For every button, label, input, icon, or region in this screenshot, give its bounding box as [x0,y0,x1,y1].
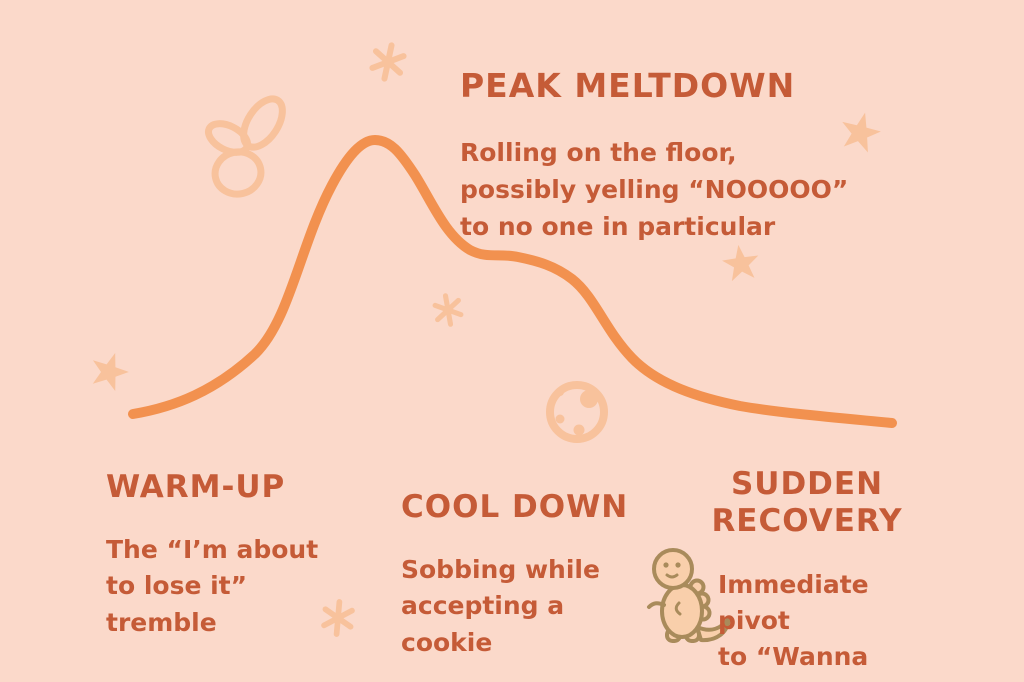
stage-sudden-recovery: SUDDEN RECOVERY Immediate pivot to “Wann… [698,447,916,682]
stage-title: SUDDEN RECOVERY [711,466,903,539]
butterfly-icon [205,95,286,198]
stage-description: The “I’m about to lose it” tremble [106,534,319,637]
tantrum-curve [128,134,897,428]
sparkle-stars [92,42,881,637]
sparkle-icon [369,42,407,82]
stage-warm-up: WARM-UP The “I’m about to lose it” tremb… [106,450,318,660]
stage-description: Rolling on the floor, possibly yelling “… [460,137,849,241]
stage-title: WARM-UP [106,469,286,505]
stage-title: COOL DOWN [401,489,629,525]
stage-peak-meltdown: PEAK MELTDOWN Rolling on the floor, poss… [460,48,848,264]
stage-cool-down: COOL DOWN Sobbing while accepting a cook… [401,470,628,680]
cookie-icon [546,381,608,443]
stage-description: Sobbing while accepting a cookie [401,554,600,657]
star-icon [722,244,759,282]
stage-title: PEAK MELTDOWN [460,66,796,105]
star-icon [92,353,129,391]
dinosaur-icon [647,548,731,643]
sparkle-icon [432,293,464,327]
stage-description: Immediate pivot to “Wanna watch dinosaur… [718,570,869,682]
star-icon [842,112,881,153]
sparkle-icon [321,599,355,637]
